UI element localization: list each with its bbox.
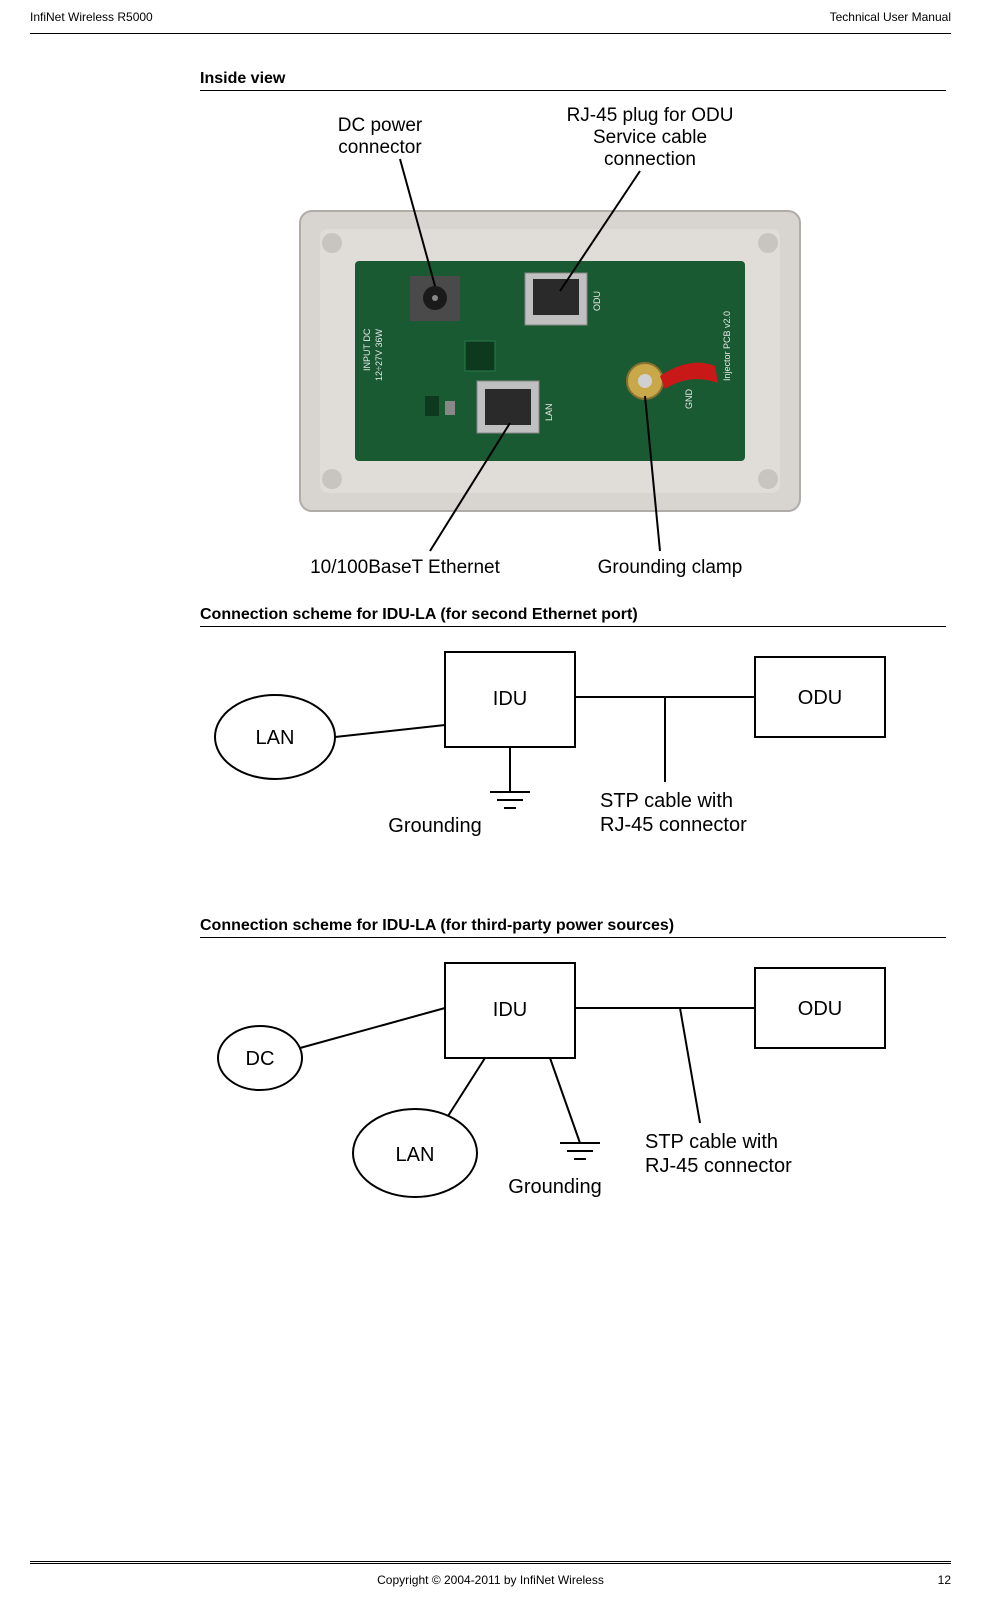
dc-connector-pin: [432, 295, 438, 301]
screw-boss: [322, 233, 342, 253]
label-grounding-clamp: Grounding clamp: [598, 557, 743, 578]
odu-rj45-port: [533, 279, 579, 315]
silk-input-dc: INPUT DC: [362, 328, 372, 371]
stp-label: STP cable withRJ-45 connector: [600, 790, 747, 836]
chip: [465, 341, 495, 371]
page-header: InfiNet Wireless R5000 Technical User Ma…: [0, 0, 981, 32]
header-right: Technical User Manual: [830, 10, 951, 24]
page-content: Inside view DC powerconnector RJ-45 plug…: [200, 70, 946, 1278]
label-dc-power: DC powerconnector: [338, 115, 423, 158]
line-ground: [550, 1058, 580, 1143]
lan-label: LAN: [396, 1144, 435, 1166]
silk-gnd: GND: [684, 389, 694, 410]
conn2-figure: DC LAN IDU ODU Grounding STP cable withR…: [200, 948, 900, 1238]
screw-boss: [758, 469, 778, 489]
lan-label: LAN: [256, 727, 295, 749]
line-lan-idu: [448, 1058, 485, 1116]
heading-inside-view: Inside view: [200, 70, 946, 91]
idu-label: IDU: [493, 999, 527, 1021]
page-number: 12: [938, 1573, 951, 1587]
ground-label: Grounding: [388, 815, 481, 837]
dc-label: DC: [246, 1048, 275, 1070]
screw-boss: [322, 469, 342, 489]
heading-conn2: Connection scheme for IDU-LA (for third-…: [200, 917, 946, 938]
heading-conn1: Connection scheme for IDU-LA (for second…: [200, 606, 946, 627]
silk-voltage: 12÷27V 36W: [374, 329, 384, 381]
lan-rj45-port: [485, 389, 531, 425]
silk-injector: Injector PCB v2.0: [722, 311, 732, 381]
label-ethernet: 10/100BaseT Ethernet: [310, 557, 501, 578]
footer-copyright: Copyright © 2004-2011 by InfiNet Wireles…: [30, 1573, 951, 1587]
ground-bolt: [638, 374, 652, 388]
odu-label: ODU: [798, 998, 842, 1020]
silk-odu: ODU: [592, 291, 602, 311]
line-lan-idu: [335, 725, 445, 737]
inside-view-figure: DC powerconnector RJ-45 plug for ODUServ…: [240, 101, 860, 581]
label-rj45-odu: RJ-45 plug for ODUService cableconnectio…: [567, 105, 734, 170]
smd-comp: [445, 401, 455, 415]
stp-label: STP cable withRJ-45 connector: [645, 1131, 792, 1177]
screw-boss: [758, 233, 778, 253]
idu-label: IDU: [493, 688, 527, 710]
smd-comp: [425, 396, 439, 416]
ground-label: Grounding: [508, 1176, 601, 1198]
line-stp-callout: [680, 1008, 700, 1123]
line-dc-idu: [300, 1008, 445, 1048]
header-rule: [30, 33, 951, 34]
footer-rule-2: [30, 1563, 951, 1564]
header-left: InfiNet Wireless R5000: [30, 10, 153, 24]
silk-lan: LAN: [544, 403, 554, 421]
footer-rule: [30, 1561, 951, 1562]
odu-label: ODU: [798, 687, 842, 709]
conn1-figure: LAN IDU ODU Grounding STP cable withRJ-4…: [200, 637, 900, 877]
